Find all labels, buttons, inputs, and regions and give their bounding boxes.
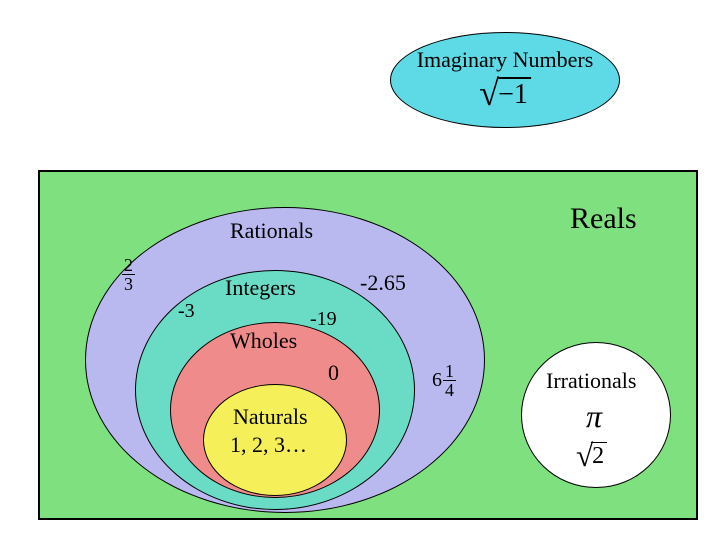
integers-neg3: -3 [178, 300, 195, 323]
rationals-six-one-fourth: 614 [432, 362, 456, 399]
naturals-label: Naturals [233, 404, 308, 430]
rationals-neg265: -2.65 [360, 270, 406, 296]
irrationals-pi: π [586, 398, 602, 435]
reals-label: Reals [570, 202, 637, 236]
irrationals-sqrt2: √2 [576, 442, 607, 473]
wholes-zero: 0 [328, 360, 339, 386]
imaginary-example: √−1 [479, 77, 531, 113]
integers-label: Integers [225, 275, 296, 301]
wholes-label: Wholes [230, 328, 297, 354]
rationals-two-thirds: 23 [122, 256, 135, 293]
irrationals-label: Irrationals [546, 368, 636, 394]
imaginary-ellipse: Imaginary Numbers √−1 [390, 32, 620, 128]
rationals-label: Rationals [230, 218, 313, 244]
naturals-sublabel: 1, 2, 3… [230, 432, 307, 458]
imaginary-label: Imaginary Numbers [417, 47, 594, 73]
